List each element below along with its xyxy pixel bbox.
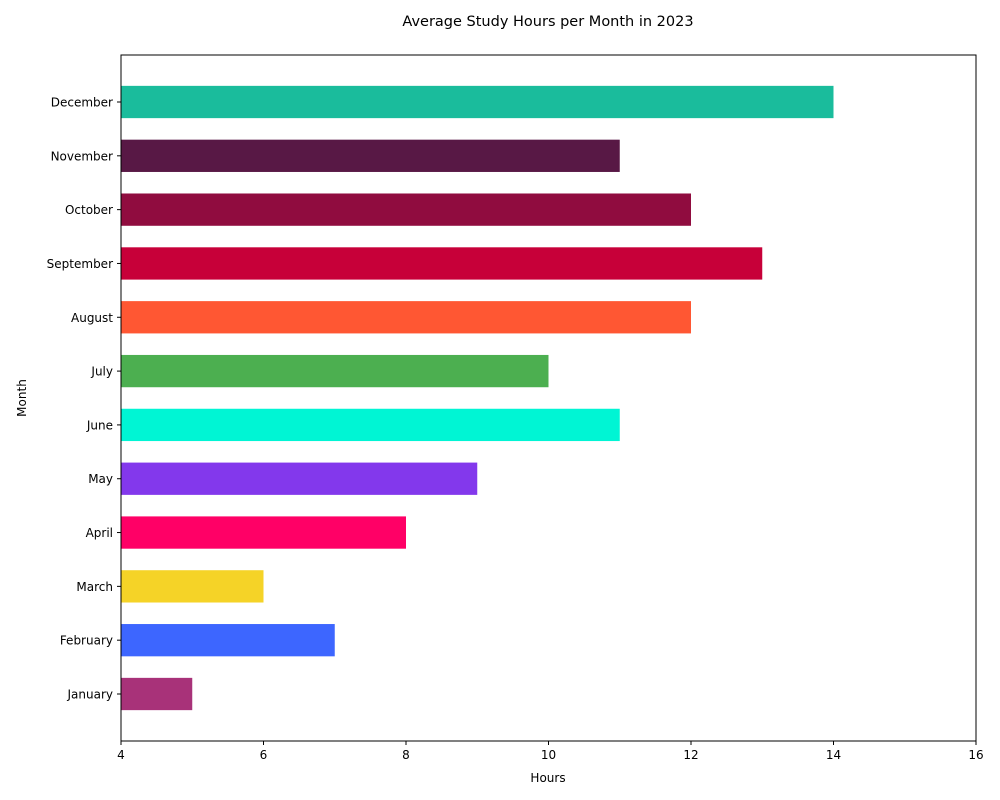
chart-title: Average Study Hours per Month in 2023 bbox=[402, 14, 693, 30]
bar-june bbox=[121, 408, 620, 442]
y-axis-ticks: January February March April May June July Augu… bbox=[47, 96, 121, 702]
y-tick-label: December bbox=[51, 96, 113, 110]
x-axis-label: Hours bbox=[530, 771, 565, 785]
x-tick-label: 4 bbox=[117, 748, 125, 762]
bar-november bbox=[121, 139, 620, 172]
x-tick-label: 14 bbox=[826, 748, 841, 762]
bar-september bbox=[121, 247, 763, 280]
bars-layer bbox=[121, 85, 834, 711]
x-tick-label: 8 bbox=[402, 748, 410, 762]
y-tick-label: November bbox=[51, 149, 113, 163]
y-tick-label: March bbox=[76, 580, 113, 594]
bar-august bbox=[121, 301, 691, 334]
y-axis-label: Month bbox=[15, 379, 29, 417]
y-tick-label: May bbox=[88, 472, 113, 486]
y-tick-label: February bbox=[60, 634, 113, 648]
y-tick-label: July bbox=[90, 365, 113, 379]
x-tick-label: 12 bbox=[683, 748, 698, 762]
bar-may bbox=[121, 462, 478, 495]
bar-july bbox=[121, 354, 549, 388]
bar-april bbox=[121, 516, 406, 549]
bar-october bbox=[121, 193, 691, 226]
x-tick-label: 10 bbox=[541, 748, 556, 762]
x-axis-ticks: 4 6 8 10 12 14 16 bbox=[117, 741, 984, 762]
y-tick-label: August bbox=[71, 311, 113, 325]
bar-march bbox=[121, 570, 264, 603]
y-tick-label: April bbox=[86, 526, 113, 540]
x-tick-label: 6 bbox=[260, 748, 268, 762]
y-tick-label: September bbox=[47, 257, 113, 271]
bar-december bbox=[121, 85, 834, 119]
bar-january bbox=[121, 677, 193, 711]
y-tick-label: October bbox=[65, 203, 113, 217]
y-tick-label: January bbox=[67, 688, 114, 702]
y-tick-label: June bbox=[86, 418, 113, 432]
x-tick-label: 16 bbox=[968, 748, 983, 762]
bar-february bbox=[121, 624, 335, 657]
